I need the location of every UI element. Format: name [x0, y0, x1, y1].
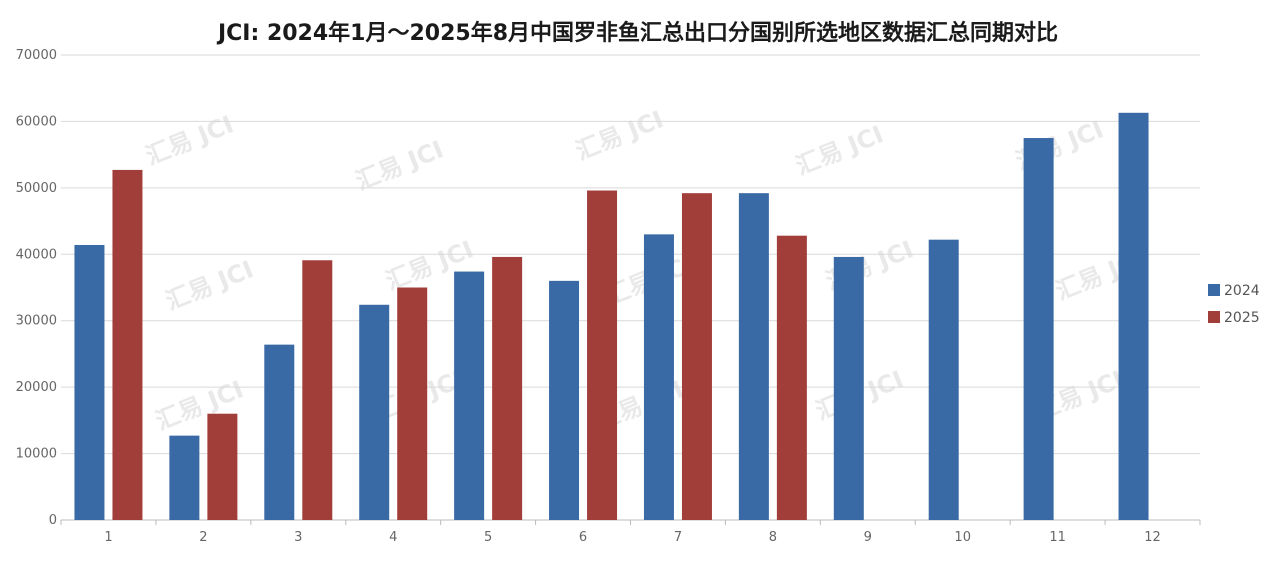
x-tick-label: 10 [954, 530, 971, 545]
bar-2024-5[interactable] [454, 271, 485, 520]
bar-2024-11[interactable] [1023, 138, 1054, 521]
legend-swatch-2024 [1208, 284, 1220, 296]
y-tick-label: 60000 [16, 114, 57, 129]
x-tick-label: 7 [674, 530, 682, 545]
bar-2024-4[interactable] [359, 304, 390, 520]
x-tick-label: 1 [104, 530, 112, 545]
bar-2024-7[interactable] [643, 234, 674, 520]
y-tick-label: 10000 [16, 447, 57, 462]
bar-2025-5[interactable] [492, 256, 523, 520]
x-tick-label: 3 [294, 530, 302, 545]
y-tick-label: 20000 [16, 380, 57, 395]
y-tick-label: 40000 [16, 247, 57, 262]
bar-2024-8[interactable] [738, 193, 769, 520]
bar-2024-10[interactable] [928, 239, 959, 520]
x-tick-label: 9 [864, 530, 872, 545]
y-tick-label: 70000 [16, 48, 57, 63]
x-tick-label: 5 [484, 530, 492, 545]
y-axis: 0 10000 20000 30000 40000 50000 60000 70000 [16, 48, 57, 528]
x-tick-label: 4 [389, 530, 397, 545]
bar-2024-9[interactable] [833, 256, 864, 520]
x-axis: 1 2 3 4 5 6 7 8 9 10 11 12 [60, 519, 1201, 545]
legend-swatch-2025 [1208, 311, 1220, 323]
watermark-text: 汇易 JCI [572, 105, 668, 165]
bar-2024-6[interactable] [549, 280, 580, 520]
x-tick-label: 11 [1049, 530, 1066, 545]
bar-2025-3[interactable] [302, 260, 333, 520]
chart-title: JCI: 2024年1月～2025年8月中国罗非鱼汇总出口分国别所选地区数据汇总… [216, 20, 1058, 46]
bar-2025-6[interactable] [587, 190, 618, 520]
bar-2025-4[interactable] [397, 287, 428, 521]
y-tick-label: 0 [49, 513, 57, 528]
legend: 2024 2025 [1208, 283, 1260, 326]
x-tick-label: 6 [579, 530, 587, 545]
x-tick-label: 8 [769, 530, 777, 545]
y-tick-label: 50000 [16, 181, 57, 196]
watermark-text: 汇易 JCI [162, 255, 258, 315]
bar-2024-12[interactable] [1118, 112, 1149, 521]
bars [74, 112, 1149, 521]
x-tick-label: 2 [199, 530, 207, 545]
legend-label[interactable]: 2024 [1224, 283, 1260, 299]
legend-label[interactable]: 2025 [1224, 310, 1260, 326]
bar-2024-1[interactable] [74, 244, 105, 520]
watermark-text: 汇易 JCI [352, 135, 448, 195]
y-tick-label: 30000 [16, 314, 57, 329]
bar-2024-3[interactable] [264, 344, 295, 520]
bar-2025-7[interactable] [681, 193, 712, 520]
watermark-text: 汇易 JCI [142, 110, 238, 170]
x-tick-label: 12 [1144, 530, 1161, 545]
bar-2024-2[interactable] [169, 435, 200, 520]
bar-2025-1[interactable] [112, 169, 143, 520]
bar-2025-8[interactable] [776, 235, 807, 520]
watermark-text: 汇易 JCI [792, 120, 888, 180]
bar-2025-2[interactable] [207, 413, 238, 520]
